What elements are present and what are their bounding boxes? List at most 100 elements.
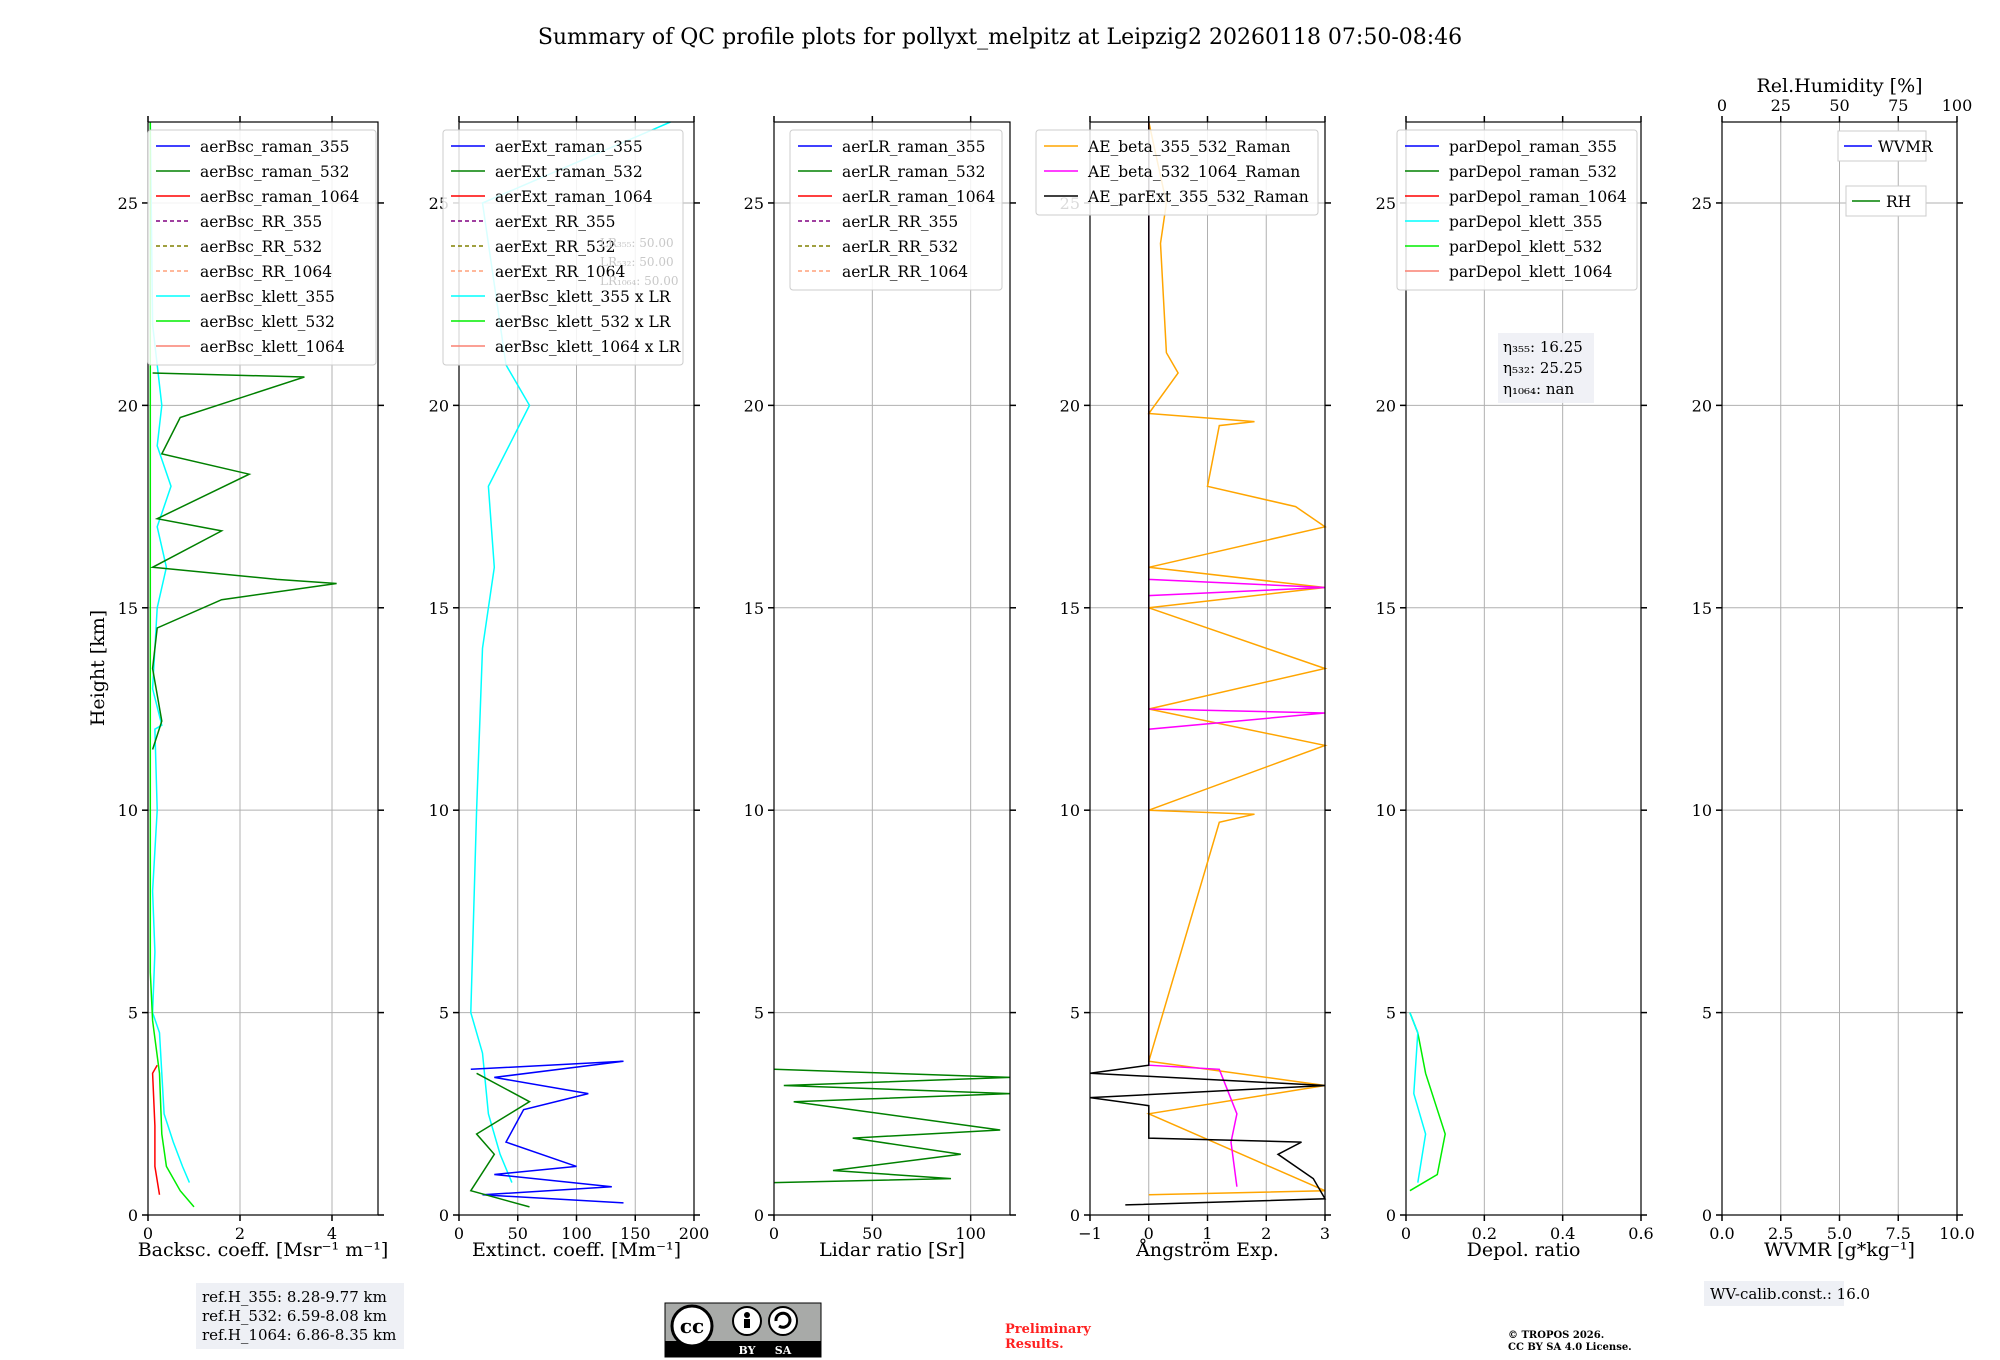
legend-entry: aerBsc_raman_1064 [200, 188, 360, 206]
legend-entry: aerExt_RR_532 [495, 238, 616, 256]
ref-height-355: ref.H_355: 8.28-9.77 km [202, 1288, 387, 1306]
legend-entry: aerLR_RR_532 [842, 238, 958, 256]
y-tick-label: 0 [1070, 1206, 1080, 1225]
y-tick-label: 20 [1692, 396, 1712, 415]
ref-height-532: ref.H_532: 6.59-8.08 km [202, 1307, 387, 1325]
top-x-tick-label: 0 [1717, 96, 1727, 115]
x-tick-label: 1 [1202, 1224, 1212, 1243]
series-aerBsc_klett_355 [149, 121, 191, 1183]
legend-entry: aerBsc_raman_355 [200, 138, 350, 156]
y-tick-label: 0 [439, 1206, 449, 1225]
y-tick-label: 25 [1376, 194, 1396, 213]
legend: aerBsc_raman_355 aerBsc_raman_532 aerBsc_r… [147, 129, 377, 366]
legend-box [1396, 129, 1638, 291]
y-tick-label: 0 [128, 1206, 138, 1225]
legend-entry: AE_parExt_355_532_Raman [1087, 188, 1309, 206]
y-tick-label: 5 [754, 1004, 764, 1023]
wv-calib-box: WV-calib.const.: 16.0 [1704, 1281, 1870, 1306]
y-tick-label: 10 [1376, 801, 1396, 820]
legend: aerExt_raman_355 aerExt_raman_532 aerExt_r… [442, 129, 684, 366]
legend-entry: aerLR_raman_1064 [842, 188, 995, 206]
legend-entry: RH [1886, 193, 1911, 211]
eta-label: η₅₃₂: 25.25 [1503, 359, 1583, 377]
top-x-tick-label: 25 [1771, 96, 1791, 115]
legend-entry: aerExt_raman_532 [495, 163, 643, 181]
y-tick-label: 10 [1692, 801, 1712, 820]
top-x-tick-label: 50 [1829, 96, 1849, 115]
axes-frame [1405, 121, 1642, 1216]
legend-entry: aerBsc_klett_355 x LR [495, 288, 672, 306]
x-tick-label: 150 [620, 1224, 651, 1243]
y-tick-label: 15 [1692, 599, 1712, 618]
x-tick-label: 0 [143, 1224, 153, 1243]
legend-box [442, 129, 684, 366]
legend: AE_beta_355_532_Raman AE_beta_532_1064_Ra… [1035, 129, 1319, 216]
x-tick-label: 5.0 [1827, 1224, 1852, 1243]
figure-title: Summary of QC profile plots for pollyxt_… [538, 25, 1462, 50]
legend-entry: aerLR_raman_355 [842, 138, 985, 156]
top-x-tick-label: 75 [1888, 96, 1908, 115]
y-tick-label: 15 [744, 599, 764, 618]
lidar-ratio-label: LR₃₅₅: 50.00 [600, 236, 674, 250]
legend-entry: aerBsc_klett_532 x LR [495, 313, 672, 331]
y-tick-label: 0 [1702, 1206, 1712, 1225]
x-tick-label: 7.5 [1886, 1224, 1911, 1243]
y-tick-label: 5 [1386, 1004, 1396, 1023]
ref-height-box: ref.H_355: 8.28-9.77 km ref.H_532: 6.59-… [196, 1283, 404, 1349]
y-tick-label: 15 [118, 599, 138, 618]
y-tick-label: 20 [744, 396, 764, 415]
x-axis-label: Depol. ratio [1467, 1239, 1581, 1261]
x-tick-label: 50 [862, 1224, 882, 1243]
eta-label: η₁₀₆₄: nan [1503, 380, 1574, 398]
legend-entry: aerBsc_RR_532 [200, 238, 322, 256]
series-aerBsc_klett_532 [149, 122, 195, 1208]
y-tick-label: 0 [1386, 1206, 1396, 1225]
wv-calib-const: WV-calib.const.: 16.0 [1710, 1285, 1870, 1303]
series-aerLR_raman_532 [773, 1068, 1011, 1184]
x-tick-label: 0 [769, 1224, 779, 1243]
legend: parDepol_raman_355 parDepol_raman_532 parD… [1396, 129, 1638, 291]
series-parDepol_klett_355 [1409, 1012, 1427, 1183]
legend-box [1035, 129, 1319, 216]
legend-entry: AE_beta_355_532_Raman [1087, 138, 1290, 156]
y-tick-label: 25 [744, 194, 764, 213]
legend-entry: WVMR [1878, 138, 1934, 156]
share-alike-icon [768, 1306, 798, 1336]
legend-entry: aerLR_RR_1064 [842, 263, 968, 281]
axes-frame [773, 121, 1011, 1216]
legend-entry: AE_beta_532_1064_Raman [1087, 163, 1300, 181]
legend-entry: aerBsc_RR_355 [200, 213, 322, 231]
y-tick-label: 20 [118, 396, 138, 415]
y-tick-label: 10 [118, 801, 138, 820]
y-tick-label: 10 [1060, 801, 1080, 820]
legend-entry: aerBsc_RR_1064 [200, 263, 332, 281]
x-axis-label: WVMR [g*kg⁻¹] [1764, 1239, 1915, 1261]
series-parDepol_klett_532 [1409, 1012, 1446, 1192]
y-tick-label: 15 [1376, 599, 1396, 618]
series-AE_parExt_355_532_Raman [1089, 122, 1327, 1206]
legend-entry: aerBsc_klett_355 [200, 288, 335, 306]
y-tick-label: 5 [1070, 1004, 1080, 1023]
series-AE_beta_532_1064_Raman [1148, 122, 1326, 1187]
cc-icon [670, 1304, 714, 1348]
legend-entry: parDepol_raman_355 [1449, 138, 1617, 156]
legend-entry: aerExt_RR_1064 [495, 263, 626, 281]
y-axis-label: Height [km] [87, 610, 109, 726]
y-tick-label: 10 [744, 801, 764, 820]
y-tick-label: 5 [128, 1004, 138, 1023]
lidar-ratio-label: LR₅₃₂: 50.00 [600, 255, 674, 269]
preliminary-line2: Results. [1005, 1337, 1064, 1352]
top-x-tick-label: 100 [1942, 96, 1973, 115]
x-tick-label: −1 [1078, 1224, 1102, 1243]
series-aerBsc_raman_532 [150, 372, 337, 750]
ref-height-1064: ref.H_1064: 6.86-8.35 km [202, 1326, 396, 1344]
legend-entry: parDepol_raman_532 [1449, 163, 1617, 181]
legend-entry: aerBsc_klett_532 [200, 313, 335, 331]
x-axis-label: Ångström Exp. [1135, 1239, 1279, 1261]
x-tick-label: 0.0 [1709, 1224, 1734, 1243]
legend: WVMR RH [1837, 130, 1934, 217]
panel-wvmr: 0 5 10 15 20 25 0.0 2.5 5.0 7.5 10.0 WVMR [g*kg⁻¹] W… [1692, 116, 1975, 1261]
